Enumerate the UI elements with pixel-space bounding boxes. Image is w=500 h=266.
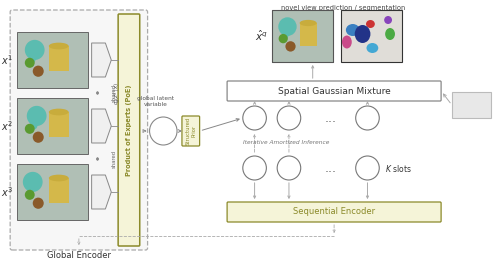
Text: query
viewpoint: query viewpoint — [458, 105, 484, 116]
Text: $K$ slots: $K$ slots — [385, 163, 412, 173]
Text: Encoder: Encoder — [96, 49, 102, 71]
Circle shape — [23, 172, 42, 192]
Circle shape — [150, 117, 177, 145]
Ellipse shape — [342, 35, 352, 48]
Circle shape — [243, 106, 266, 130]
Circle shape — [25, 58, 34, 68]
Bar — [272, 10, 333, 62]
Ellipse shape — [385, 28, 395, 40]
Bar — [452, 92, 491, 118]
Text: Encoder: Encoder — [96, 115, 102, 137]
FancyBboxPatch shape — [227, 202, 441, 222]
Text: Spatial Gaussian Mixture: Spatial Gaussian Mixture — [278, 86, 390, 95]
Text: $q_\phi(z^g\!\mid\!x)$: $q_\phi(z^g\!\mid\!x)$ — [112, 81, 122, 105]
Text: $v^q$: $v^q$ — [465, 96, 478, 108]
Circle shape — [32, 132, 44, 143]
Circle shape — [278, 34, 288, 43]
Text: global latent
variable: global latent variable — [137, 96, 174, 107]
Text: ...: ... — [324, 161, 336, 174]
Bar — [341, 10, 402, 62]
Text: Sequential Encoder: Sequential Encoder — [293, 207, 375, 217]
Ellipse shape — [300, 20, 316, 26]
Ellipse shape — [282, 28, 288, 39]
Circle shape — [243, 156, 266, 180]
Ellipse shape — [384, 16, 392, 24]
Text: Structured
Prior: Structured Prior — [186, 117, 196, 145]
Ellipse shape — [366, 43, 378, 53]
Ellipse shape — [49, 175, 68, 181]
Text: ...: ... — [324, 111, 336, 124]
Circle shape — [25, 124, 34, 134]
Bar — [300, 23, 316, 46]
Ellipse shape — [49, 43, 68, 49]
Circle shape — [277, 156, 300, 180]
Bar — [49, 46, 68, 71]
Circle shape — [32, 198, 44, 209]
Bar — [17, 98, 88, 154]
Text: shared: shared — [112, 150, 117, 168]
Ellipse shape — [366, 20, 375, 28]
Ellipse shape — [28, 183, 34, 195]
Bar — [49, 112, 68, 137]
Polygon shape — [92, 175, 112, 209]
Text: $x^1$: $x^1$ — [1, 53, 13, 67]
Bar — [17, 164, 88, 220]
Ellipse shape — [31, 117, 38, 129]
Text: $x^3$: $x^3$ — [1, 185, 13, 199]
Text: $z_2^0$: $z_2^0$ — [284, 161, 294, 176]
Ellipse shape — [30, 51, 36, 63]
Circle shape — [25, 190, 34, 200]
Text: $z_K^0$: $z_K^0$ — [362, 161, 372, 176]
Polygon shape — [92, 43, 112, 77]
Text: $x^2$: $x^2$ — [1, 119, 13, 133]
FancyBboxPatch shape — [118, 14, 140, 246]
Text: $z_1^L$: $z_1^L$ — [250, 111, 259, 126]
Text: $z^g$: $z^g$ — [158, 125, 169, 137]
FancyBboxPatch shape — [182, 116, 200, 146]
Circle shape — [286, 41, 296, 52]
Circle shape — [32, 66, 44, 77]
Bar — [17, 32, 88, 88]
Text: $z_1^0$: $z_1^0$ — [250, 161, 260, 176]
Text: Iterative Amortized Inference: Iterative Amortized Inference — [244, 140, 330, 146]
FancyBboxPatch shape — [10, 10, 147, 250]
Bar — [49, 178, 68, 203]
Circle shape — [277, 106, 300, 130]
Text: $z_2^L$: $z_2^L$ — [284, 111, 294, 126]
Ellipse shape — [354, 25, 370, 43]
Text: shared: shared — [112, 84, 117, 102]
Text: novel view prediction / segmentation: novel view prediction / segmentation — [281, 5, 405, 11]
Circle shape — [27, 106, 46, 126]
Text: Encoder: Encoder — [96, 181, 102, 203]
Circle shape — [356, 106, 380, 130]
FancyBboxPatch shape — [227, 81, 441, 101]
Bar — [272, 10, 333, 62]
Text: $z_K^L$: $z_K^L$ — [362, 111, 372, 126]
Ellipse shape — [346, 24, 360, 36]
Polygon shape — [92, 109, 112, 143]
Text: Global Encoder: Global Encoder — [47, 251, 111, 260]
Text: $\hat{x}^q$: $\hat{x}^q$ — [254, 29, 268, 43]
Ellipse shape — [49, 109, 68, 115]
Circle shape — [356, 156, 380, 180]
Text: Product of Experts (PoE): Product of Experts (PoE) — [126, 84, 132, 176]
Circle shape — [25, 40, 44, 60]
Circle shape — [278, 17, 296, 36]
